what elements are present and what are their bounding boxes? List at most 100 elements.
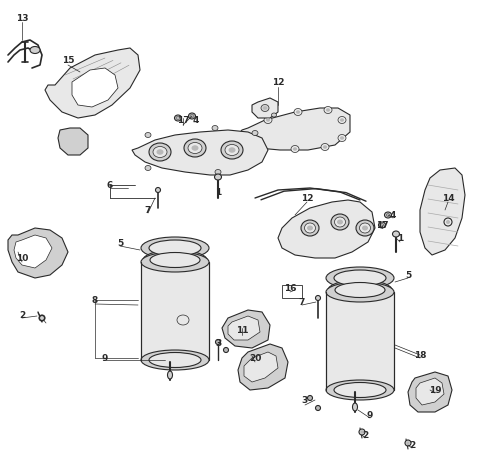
Ellipse shape <box>323 145 327 149</box>
Polygon shape <box>278 200 375 258</box>
Polygon shape <box>238 344 288 390</box>
Ellipse shape <box>379 222 385 228</box>
Ellipse shape <box>228 147 236 153</box>
Polygon shape <box>141 262 209 360</box>
Text: 3: 3 <box>302 396 308 404</box>
Polygon shape <box>45 48 140 118</box>
Text: 20: 20 <box>249 353 261 363</box>
Ellipse shape <box>184 139 206 157</box>
Text: 12: 12 <box>301 194 313 202</box>
Text: 7: 7 <box>299 297 305 307</box>
Ellipse shape <box>30 46 40 54</box>
Ellipse shape <box>293 147 297 151</box>
Polygon shape <box>244 352 278 382</box>
Ellipse shape <box>145 133 151 138</box>
Ellipse shape <box>168 371 172 379</box>
Text: 13: 13 <box>16 13 28 22</box>
Text: 14: 14 <box>442 194 454 202</box>
Polygon shape <box>408 372 452 412</box>
Ellipse shape <box>331 214 349 230</box>
Text: 2: 2 <box>19 310 25 319</box>
Ellipse shape <box>216 340 220 345</box>
Ellipse shape <box>252 130 258 135</box>
Ellipse shape <box>360 431 363 433</box>
Ellipse shape <box>296 110 300 114</box>
Ellipse shape <box>380 224 384 226</box>
Ellipse shape <box>141 237 209 259</box>
Ellipse shape <box>340 118 344 122</box>
Ellipse shape <box>149 240 201 256</box>
Ellipse shape <box>150 252 200 268</box>
Text: 4: 4 <box>390 211 396 219</box>
Ellipse shape <box>156 187 160 192</box>
Ellipse shape <box>334 382 386 397</box>
Polygon shape <box>58 128 88 155</box>
Text: 16: 16 <box>284 284 296 292</box>
Ellipse shape <box>141 252 209 272</box>
Ellipse shape <box>321 144 329 151</box>
Ellipse shape <box>264 117 272 123</box>
Text: 18: 18 <box>414 351 426 359</box>
Polygon shape <box>416 378 444 405</box>
Ellipse shape <box>190 114 194 118</box>
Ellipse shape <box>149 353 201 368</box>
Text: 9: 9 <box>102 353 108 363</box>
Ellipse shape <box>141 350 209 370</box>
Ellipse shape <box>334 270 386 286</box>
Polygon shape <box>72 68 118 107</box>
Ellipse shape <box>307 225 313 230</box>
Polygon shape <box>14 235 52 268</box>
Ellipse shape <box>326 108 330 112</box>
Ellipse shape <box>304 223 315 233</box>
Ellipse shape <box>444 218 452 226</box>
Ellipse shape <box>386 213 390 217</box>
Text: 19: 19 <box>429 386 441 394</box>
Text: 1: 1 <box>215 187 221 196</box>
Ellipse shape <box>212 125 218 130</box>
Ellipse shape <box>145 166 151 170</box>
Ellipse shape <box>405 440 411 446</box>
Text: 4: 4 <box>193 116 199 124</box>
Ellipse shape <box>301 220 319 236</box>
Ellipse shape <box>338 117 346 123</box>
Ellipse shape <box>221 141 243 159</box>
Ellipse shape <box>352 403 358 411</box>
Ellipse shape <box>224 347 228 353</box>
Text: 11: 11 <box>236 325 248 335</box>
Ellipse shape <box>335 282 385 297</box>
Ellipse shape <box>175 115 181 121</box>
Ellipse shape <box>326 380 394 400</box>
Text: 2: 2 <box>362 431 368 440</box>
Ellipse shape <box>446 220 450 224</box>
Ellipse shape <box>266 118 270 122</box>
Ellipse shape <box>39 315 45 321</box>
Polygon shape <box>222 310 270 348</box>
Ellipse shape <box>176 116 180 120</box>
Polygon shape <box>8 228 68 278</box>
Ellipse shape <box>359 429 365 435</box>
Ellipse shape <box>324 106 332 113</box>
Text: 9: 9 <box>367 410 373 420</box>
Polygon shape <box>228 316 260 340</box>
Ellipse shape <box>188 142 202 153</box>
Ellipse shape <box>326 282 394 302</box>
Text: 17: 17 <box>177 116 189 124</box>
Ellipse shape <box>291 146 299 152</box>
Text: 17: 17 <box>376 220 388 230</box>
Ellipse shape <box>261 105 269 112</box>
Text: 7: 7 <box>145 206 151 214</box>
Text: 6: 6 <box>107 180 113 190</box>
Text: 8: 8 <box>92 296 98 304</box>
Polygon shape <box>420 168 465 255</box>
Ellipse shape <box>39 315 45 320</box>
Text: 5: 5 <box>117 239 123 247</box>
Text: 10: 10 <box>16 253 28 263</box>
Ellipse shape <box>356 220 374 236</box>
Ellipse shape <box>326 267 394 289</box>
Ellipse shape <box>149 143 171 161</box>
Text: 3: 3 <box>215 338 221 347</box>
Text: 15: 15 <box>62 56 74 65</box>
Ellipse shape <box>177 315 189 325</box>
Ellipse shape <box>294 108 302 116</box>
Text: 5: 5 <box>405 270 411 280</box>
